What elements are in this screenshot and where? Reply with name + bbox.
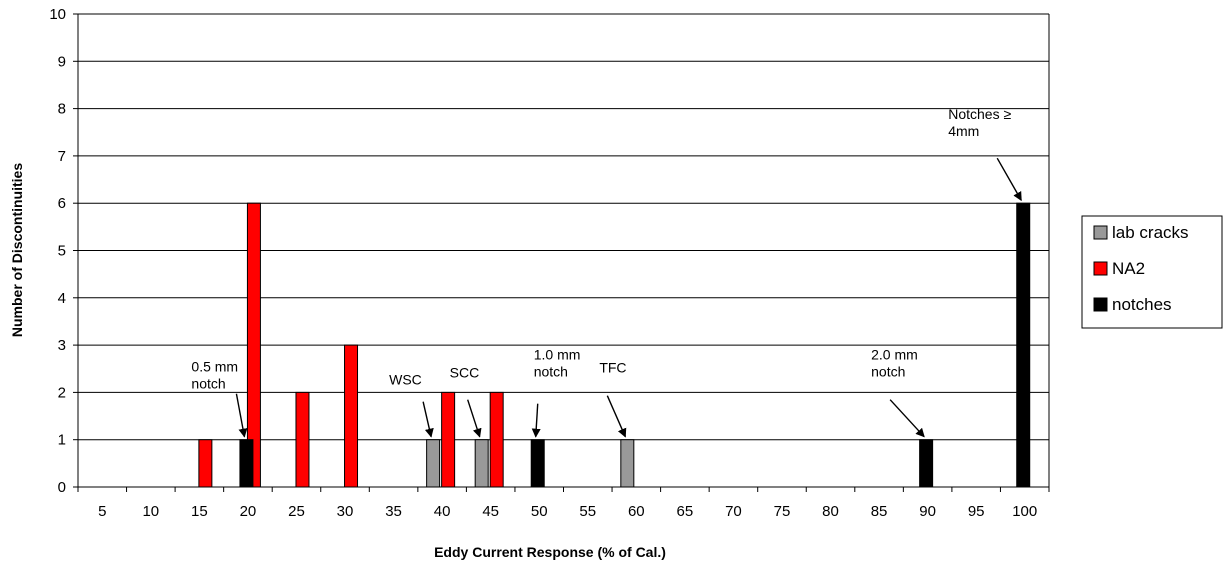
x-tick-label: 20 (240, 503, 257, 520)
bar-NA2-40 (441, 391, 456, 488)
x-axis-title: Eddy Current Response (% of Cal.) (434, 544, 666, 560)
annotation-label: SCC (450, 365, 480, 381)
x-tick-label: 40 (434, 503, 451, 520)
annotation-label: Notches ≥ (948, 106, 1011, 122)
legend-label-notches: notches (1112, 295, 1172, 314)
y-tick-label: 1 (58, 432, 66, 449)
annotation-arrow (606, 395, 627, 438)
annotation-label: 1.0 mm (534, 347, 581, 363)
y-tick-label: 4 (58, 290, 66, 307)
x-tick-label: 60 (628, 503, 645, 520)
x-tick-label: 5 (98, 503, 106, 520)
y-tick-label: 10 (49, 6, 66, 23)
x-tick-label: 45 (482, 503, 499, 520)
legend-swatch-lab-cracks (1093, 225, 1108, 240)
x-tick-label: 15 (191, 503, 208, 520)
bar-lab-cracks-45 (474, 439, 489, 488)
x-tick-label: 35 (385, 503, 402, 520)
bar-NA2-45 (489, 391, 504, 488)
x-tick-label: 55 (579, 503, 596, 520)
y-tick-label: 7 (58, 148, 66, 165)
annotation-arrow (422, 401, 434, 438)
legend-label-lab-cracks: lab cracks (1112, 223, 1189, 242)
x-tick-label: 80 (822, 503, 839, 520)
annotation-label: notch (871, 364, 905, 380)
y-tick-label: 0 (58, 479, 66, 496)
legend-swatch-notches (1093, 297, 1108, 312)
x-tick-label: 70 (725, 503, 742, 520)
annotation-label: notch (191, 376, 225, 392)
legend-label-NA2: NA2 (1112, 259, 1145, 278)
y-tick-label: 2 (58, 384, 66, 401)
bar-notches-90 (919, 439, 934, 488)
legend-swatch-NA2 (1093, 261, 1108, 276)
bar-lab-cracks-60 (620, 439, 635, 488)
annotation-arrow (996, 157, 1022, 202)
y-tick-label: 6 (58, 195, 66, 212)
x-tick-label: 90 (919, 503, 936, 520)
x-tick-label: 10 (142, 503, 159, 520)
legend: lab cracks NA2 notches (1081, 215, 1223, 329)
annotation-label: TFC (599, 360, 626, 376)
annotation-arrow (235, 393, 248, 438)
bar-NA2-15 (198, 439, 213, 488)
annotation-label: 0.5 mm (191, 359, 238, 375)
y-tick-label: 5 (58, 243, 66, 260)
annotation-label: notch (534, 364, 568, 380)
y-tick-label: 8 (58, 101, 66, 118)
x-tick-label: 100 (1012, 503, 1037, 520)
bar-notches-20 (239, 439, 254, 488)
x-tick-label: 25 (288, 503, 305, 520)
annotation-label: WSC (389, 372, 422, 388)
bars (198, 202, 1031, 488)
x-tick-label: 30 (337, 503, 354, 520)
y-axis-title: Number of Discontinuities (9, 163, 25, 337)
x-tick-label: 50 (531, 503, 548, 520)
y-tick-label: 9 (58, 53, 66, 70)
bar-notches-100 (1016, 202, 1031, 488)
x-tick-label: 95 (968, 503, 985, 520)
x-tick-label: 65 (677, 503, 694, 520)
y-tick-label: 3 (58, 337, 66, 354)
annotation-label: 2.0 mm (871, 347, 918, 363)
bar-NA2-25 (295, 391, 310, 488)
annotation-label: 4mm (948, 123, 979, 139)
bar-notches-50 (530, 439, 545, 488)
bar-lab-cracks-40 (426, 439, 441, 488)
annotation-arrow (467, 399, 482, 438)
x-tick-label: 75 (774, 503, 791, 520)
bar-NA2-30 (344, 344, 359, 488)
x-tick-label: 85 (871, 503, 888, 520)
annotation-arrow (531, 403, 541, 438)
annotation-arrow (889, 399, 925, 438)
gridlines (78, 13, 1049, 441)
